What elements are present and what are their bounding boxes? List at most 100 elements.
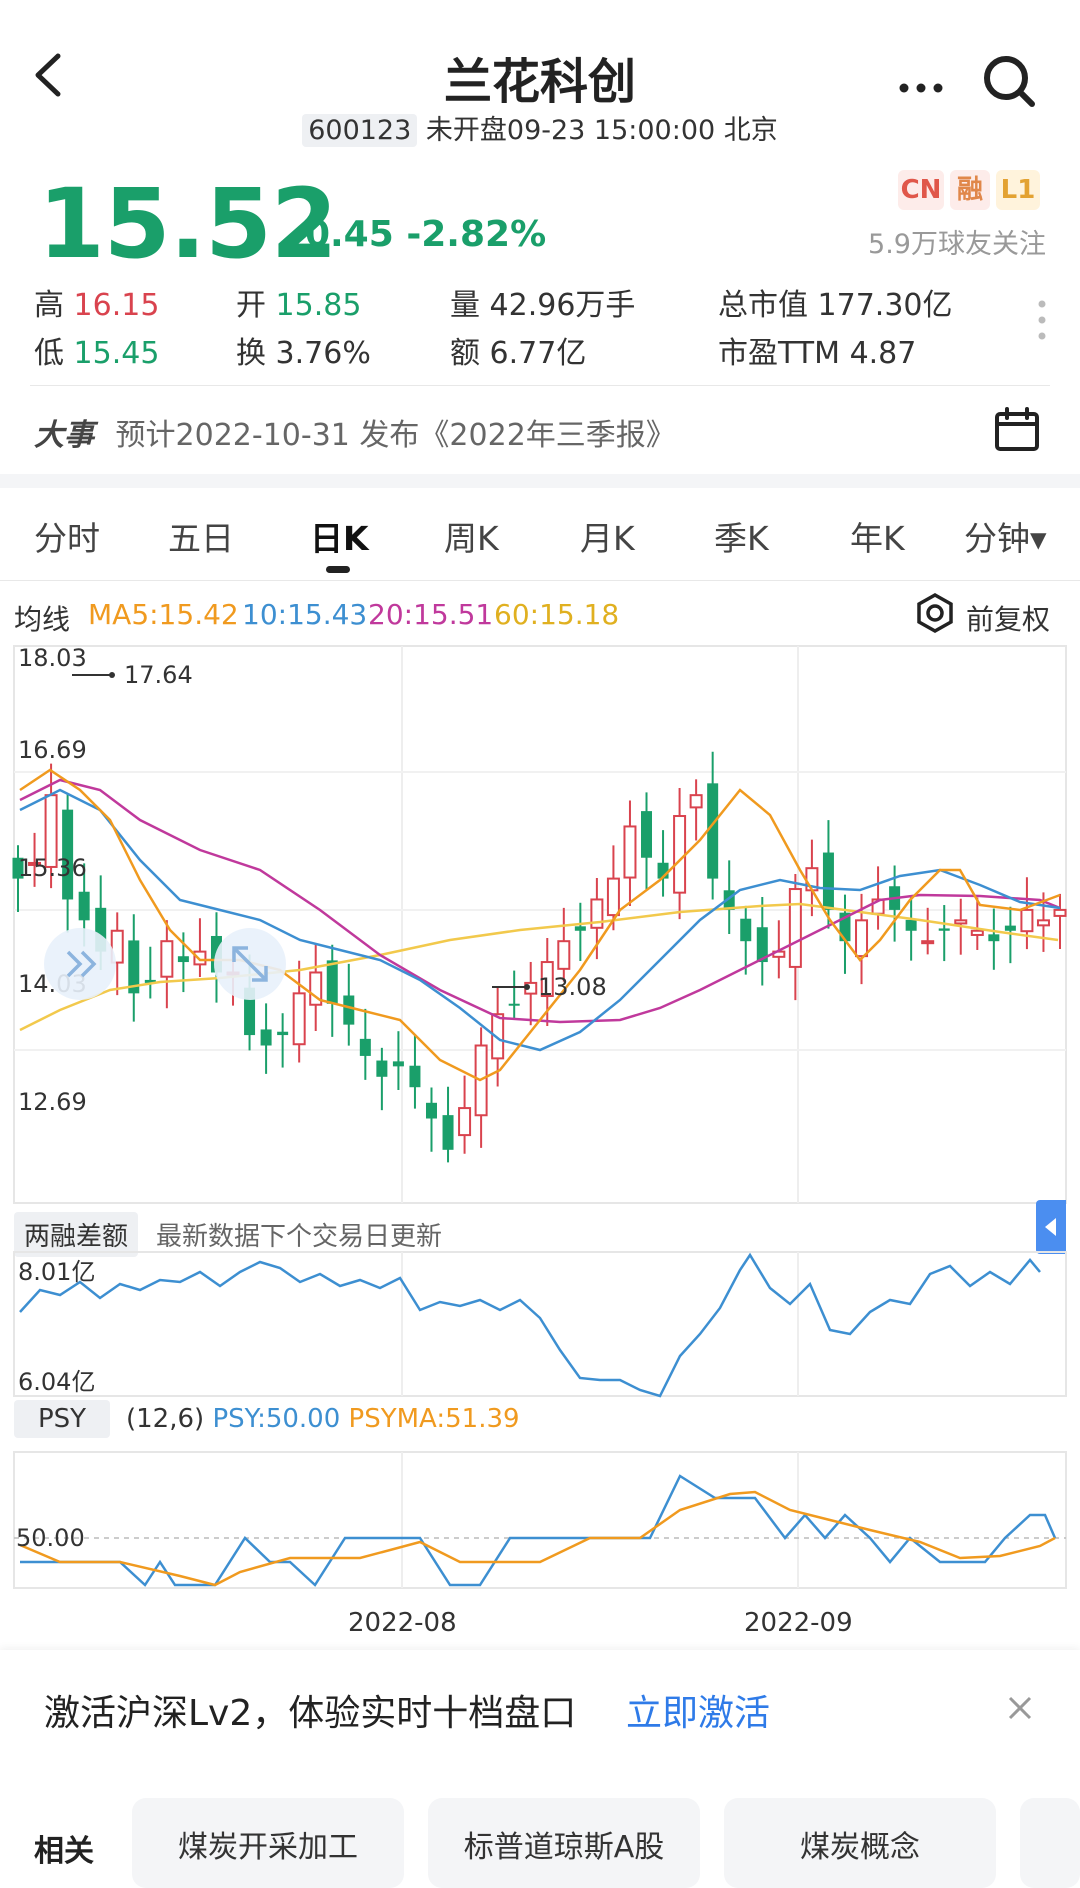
banner-text: 激活沪深Lv2，体验实时十档盘口 (44, 1693, 577, 1734)
stat-open: 开 15.85 (236, 288, 362, 323)
ma60-line (19, 902, 1059, 1032)
stock-code: 600123 (302, 114, 418, 147)
y-label-bottom: 12.69 (18, 1088, 87, 1116)
lv2-banner[interactable]: 激活沪深Lv2，体验实时十档盘口 立即激活 (0, 1650, 1080, 1762)
tab-intraday[interactable]: 分时 (34, 519, 100, 558)
back-icon[interactable] (30, 52, 70, 98)
more-icon[interactable] (896, 80, 946, 96)
candle-body (988, 934, 1000, 942)
ma5-line (19, 768, 1061, 1082)
tab-daily-k[interactable]: 日K (310, 519, 369, 558)
margin-label[interactable]: 两融差额 (14, 1212, 139, 1257)
search-icon[interactable] (982, 54, 1038, 110)
candle-body (392, 1061, 404, 1067)
candle-body (623, 825, 637, 879)
candle-body (326, 960, 338, 1004)
candle-body (78, 891, 90, 921)
stat-volume: 量 42.96万手 (450, 288, 636, 323)
candle-body (359, 1038, 371, 1056)
tag-l1[interactable]: L1 (996, 170, 1040, 210)
adjust-label[interactable]: 前复权 (966, 603, 1051, 636)
ma10-value: 10:15.43 (242, 598, 368, 631)
activate-link[interactable]: 立即激活 (626, 1693, 771, 1734)
current-price: 15.52 (38, 168, 338, 280)
candle-body (1020, 908, 1034, 933)
related-chip-coal-mining[interactable]: 煤炭开采加工 (132, 1798, 404, 1888)
expand-stats-icon[interactable] (1036, 298, 1048, 342)
related-chip-more[interactable] (1020, 1798, 1080, 1888)
event-label: 大事 (34, 418, 94, 453)
candle-body (723, 890, 735, 910)
ma20-value: 20:15.51 (368, 598, 494, 631)
candle-body (590, 898, 604, 929)
candle-body (62, 809, 74, 900)
calendar-icon[interactable] (994, 406, 1040, 452)
candle-body (855, 919, 869, 958)
tag-margin[interactable]: 融 (950, 170, 990, 210)
stat-pe-ttm: 市盈TTM 4.87 (718, 336, 917, 371)
candle-body (409, 1065, 421, 1088)
candle-body (508, 1003, 520, 1006)
tab-five-day[interactable]: 五日 (168, 519, 234, 558)
stat-high: 高 16.15 (34, 288, 160, 323)
tab-quarterly-k[interactable]: 季K (714, 519, 769, 558)
tag-cn[interactable]: CN (898, 170, 944, 210)
candle-body (458, 1107, 472, 1137)
adjust-settings-icon[interactable] (914, 592, 956, 634)
candle-body (756, 927, 768, 963)
event-row[interactable]: 大事 预计2022-10-31 发布《2022年三季报》 (34, 410, 676, 454)
candle-body (574, 926, 586, 931)
followers-count: 5.9万球友关注 (868, 229, 1046, 260)
tab-yearly-k[interactable]: 年K (850, 519, 905, 558)
tab-monthly-k[interactable]: 月K (580, 519, 635, 558)
candlestick-chart[interactable]: 18.03 16.69 15.36 14.03 12.69 17.64 13.0… (0, 640, 1080, 1640)
candle-body (160, 940, 174, 978)
collapse-tab[interactable] (1036, 1200, 1066, 1254)
divider (0, 580, 1080, 581)
candle-body (95, 907, 107, 952)
ma20-line (19, 778, 1061, 1024)
candle-body (110, 929, 124, 964)
candle-body (657, 862, 669, 879)
stat-low: 低 15.45 (34, 336, 160, 371)
market-status: 未开盘09-23 15:00:00 北京 (425, 115, 778, 146)
psy-label[interactable]: PSY (14, 1400, 110, 1438)
candle-body (177, 956, 189, 963)
candle-body (740, 918, 752, 942)
candle-body (376, 1060, 388, 1077)
candle-body (491, 1013, 505, 1060)
candle-body (1053, 908, 1067, 917)
scroll-forward-button[interactable] (44, 928, 116, 1000)
candle-body (606, 877, 620, 917)
stat-amount: 额 6.77亿 (450, 336, 587, 371)
close-icon[interactable] (1006, 1694, 1034, 1722)
tab-minute[interactable]: 分钟▾ (964, 519, 1047, 558)
tab-weekly-k[interactable]: 周K (444, 519, 499, 558)
candle-body (309, 971, 323, 1006)
change-value: -0.45 (290, 214, 394, 255)
margin-chart: 8.01亿 6.04亿 (13, 1251, 1067, 1398)
candle-body (970, 929, 984, 936)
fullscreen-button[interactable] (214, 928, 286, 1000)
psy-y-label: 50.00 (16, 1524, 85, 1552)
related-chip-coal-concept[interactable]: 煤炭概念 (724, 1798, 996, 1888)
psy-params: (12,6) PSY:50.00 PSYMA:51.39 (126, 1404, 520, 1434)
candle-body (260, 1029, 272, 1046)
candle-body (673, 815, 687, 894)
margin-note: 最新数据下个交易日更新 (156, 1222, 443, 1252)
candle-body (921, 940, 935, 945)
max-price-label: 17.64 (124, 661, 193, 689)
candle-body (12, 857, 24, 879)
collapse-left-icon (1045, 1218, 1056, 1236)
active-tab-indicator (326, 566, 350, 573)
y-label-2: 16.69 (18, 736, 87, 764)
related-chip-sp-dj[interactable]: 标普道琼斯A股 (428, 1798, 700, 1888)
ma10-line (19, 788, 1061, 1052)
candle-body (707, 783, 719, 879)
min-price-label: 13.08 (538, 973, 607, 1001)
ma60-value: 60:15.18 (494, 598, 620, 631)
candle-body (1004, 925, 1016, 931)
y-label-top: 18.03 (18, 644, 87, 672)
candle-body (292, 992, 306, 1046)
psy-chart: 50.00 (13, 1451, 1067, 1589)
